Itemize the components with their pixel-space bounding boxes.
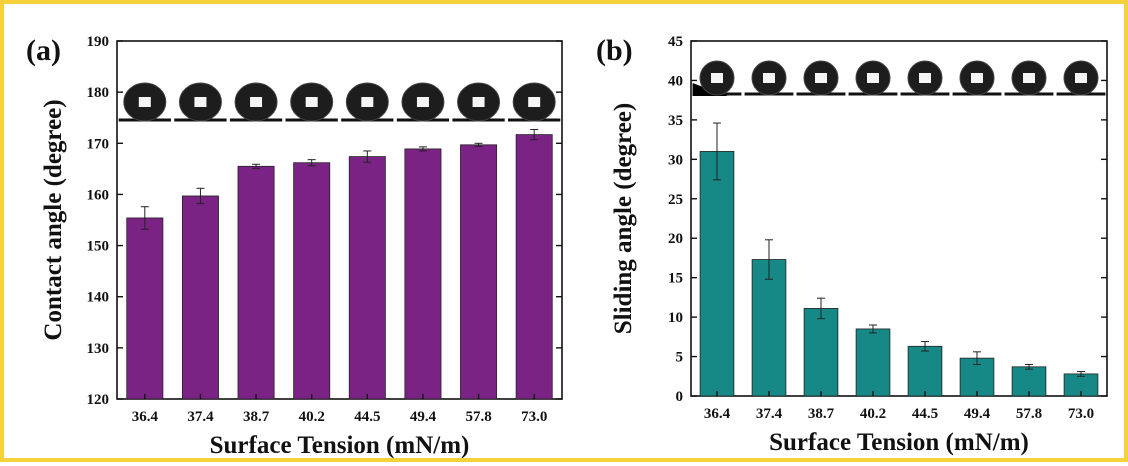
- bar: [460, 144, 498, 400]
- x-tick-label: 36.4: [132, 409, 159, 425]
- bar: [855, 328, 891, 397]
- droplet-highlight: [305, 97, 318, 107]
- bar: [293, 162, 331, 400]
- y-tick-label: 30: [668, 152, 683, 168]
- droplet-highlight: [250, 97, 263, 107]
- x-tick-label: 57.8: [1016, 406, 1042, 422]
- x-tick-label: 37.4: [756, 406, 783, 422]
- y-tick-label: 180: [87, 85, 110, 101]
- y-axis-title: Contact angle (degree): [40, 99, 67, 340]
- plot-frame: [690, 40, 1108, 397]
- y-tick-label: 0: [676, 389, 684, 405]
- x-tick-label: 36.4: [704, 406, 731, 422]
- droplet-highlight: [815, 73, 827, 83]
- bar: [803, 308, 839, 397]
- droplet-highlight: [711, 73, 723, 83]
- x-tick-label: 73.0: [521, 409, 547, 425]
- bar: [348, 156, 386, 400]
- contact-angle-chart: 120 130 140 150 160 170 180 190 36.4 37.4 38.7 40.2…: [40, 34, 563, 459]
- bar: [181, 195, 219, 400]
- x-axis-title: Surface Tension (mN/m): [210, 432, 470, 459]
- x-tick-label: 38.7: [808, 406, 835, 422]
- droplet-highlight: [971, 73, 983, 83]
- droplet-highlight: [528, 97, 541, 107]
- y-tick-label: 45: [668, 34, 683, 50]
- panel-b-label: (b): [596, 34, 633, 67]
- bar: [699, 151, 735, 397]
- panel-a-label: (a): [26, 34, 61, 67]
- droplet-highlight: [919, 73, 931, 83]
- droplet-highlight: [1023, 73, 1035, 83]
- bar: [237, 165, 275, 400]
- x-tick-label: 49.4: [964, 406, 991, 422]
- x-tick-label: 38.7: [243, 409, 270, 425]
- y-tick-label: 5: [676, 350, 684, 366]
- droplet-highlight: [361, 97, 374, 107]
- y-tick-label: 25: [668, 192, 683, 208]
- x-tick-label: 40.2: [299, 409, 325, 425]
- x-tick-label: 44.5: [912, 406, 938, 422]
- y-tick-label: 35: [668, 113, 683, 129]
- y-tick-label: 150: [87, 239, 110, 255]
- y-tick-label: 130: [87, 341, 110, 357]
- y-tick-label: 40: [668, 73, 683, 89]
- droplet-highlight: [867, 73, 879, 83]
- x-tick-label: 73.0: [1068, 406, 1094, 422]
- y-tick-label: 170: [87, 136, 110, 152]
- x-tick-label: 57.8: [465, 409, 491, 425]
- droplet-highlight: [138, 97, 151, 107]
- plot-frame: [116, 40, 563, 400]
- y-tick-label: 120: [87, 392, 110, 408]
- x-tick-label: 49.4: [410, 409, 437, 425]
- x-tick-label: 44.5: [354, 409, 380, 425]
- x-tick-label: 37.4: [187, 409, 214, 425]
- x-tick-label: 40.2: [860, 406, 886, 422]
- droplet-highlight: [416, 97, 429, 107]
- bar: [515, 134, 553, 400]
- y-tick-label: 190: [87, 34, 110, 50]
- droplet-highlight: [763, 73, 775, 83]
- bar: [751, 259, 787, 397]
- y-tick-label: 20: [668, 231, 683, 247]
- sliding-angle-chart: 0 5 10 15 20 25 30 35 40 45 36.4 37.4 38.7 40.2 44.5 49…: [610, 34, 1108, 456]
- y-tick-label: 10: [668, 310, 683, 326]
- bar: [907, 345, 943, 397]
- y-axis-title: Sliding angle (degree): [610, 103, 637, 334]
- droplet-highlight: [194, 97, 207, 107]
- droplet-highlight: [472, 97, 485, 107]
- y-tick-label: 160: [87, 187, 110, 203]
- bar: [126, 217, 164, 400]
- y-tick-label: 140: [87, 290, 110, 306]
- x-axis-title: Surface Tension (mN/m): [769, 429, 1029, 456]
- droplet-highlight: [1075, 73, 1087, 83]
- y-tick-label: 15: [668, 271, 683, 287]
- bar: [404, 148, 442, 400]
